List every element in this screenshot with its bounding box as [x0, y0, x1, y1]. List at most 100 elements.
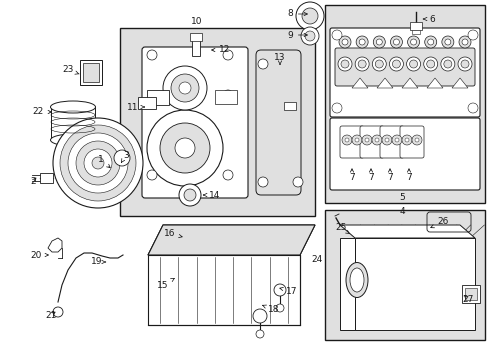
- Polygon shape: [148, 225, 314, 255]
- Circle shape: [68, 133, 128, 193]
- Polygon shape: [169, 228, 180, 250]
- Text: 22: 22: [32, 108, 51, 117]
- Circle shape: [275, 304, 284, 312]
- FancyBboxPatch shape: [329, 28, 479, 117]
- Text: 20: 20: [30, 251, 48, 260]
- Circle shape: [444, 39, 450, 45]
- Polygon shape: [148, 255, 299, 325]
- Circle shape: [337, 57, 351, 71]
- Polygon shape: [206, 228, 221, 250]
- Polygon shape: [263, 228, 284, 250]
- Circle shape: [358, 39, 365, 45]
- Circle shape: [440, 57, 454, 71]
- Text: 12: 12: [211, 45, 230, 54]
- FancyBboxPatch shape: [142, 47, 247, 198]
- Circle shape: [374, 60, 383, 68]
- Circle shape: [401, 135, 411, 145]
- FancyBboxPatch shape: [339, 126, 363, 158]
- Text: 13: 13: [274, 53, 285, 64]
- Text: 4: 4: [398, 207, 404, 216]
- Circle shape: [223, 170, 232, 180]
- FancyBboxPatch shape: [334, 48, 474, 86]
- Text: 19: 19: [91, 257, 105, 266]
- FancyBboxPatch shape: [379, 126, 403, 158]
- Ellipse shape: [349, 268, 363, 292]
- Circle shape: [460, 60, 468, 68]
- Polygon shape: [351, 78, 367, 88]
- Text: 17: 17: [279, 287, 297, 296]
- Text: 7: 7: [348, 169, 354, 183]
- Text: 7: 7: [386, 169, 392, 183]
- Circle shape: [461, 39, 467, 45]
- Circle shape: [340, 60, 348, 68]
- Circle shape: [394, 138, 398, 142]
- Polygon shape: [401, 78, 417, 88]
- Bar: [215, 90, 237, 104]
- Circle shape: [467, 103, 477, 113]
- Circle shape: [361, 135, 371, 145]
- Circle shape: [443, 60, 451, 68]
- Text: 14: 14: [203, 190, 220, 199]
- Text: 18: 18: [262, 305, 279, 315]
- Circle shape: [404, 138, 408, 142]
- Bar: [192, 38, 200, 56]
- Circle shape: [175, 138, 195, 158]
- Polygon shape: [244, 228, 263, 250]
- Circle shape: [331, 103, 341, 113]
- Text: 2: 2: [30, 177, 36, 186]
- Text: 23: 23: [62, 66, 79, 75]
- Bar: [464, 288, 476, 300]
- Text: 11: 11: [127, 103, 144, 112]
- Text: 10: 10: [191, 18, 203, 27]
- Circle shape: [273, 284, 285, 296]
- Circle shape: [407, 36, 419, 48]
- Polygon shape: [188, 228, 201, 250]
- Circle shape: [357, 60, 366, 68]
- Text: 5: 5: [398, 193, 404, 202]
- Circle shape: [60, 125, 136, 201]
- Circle shape: [53, 118, 142, 208]
- Circle shape: [147, 170, 157, 180]
- Circle shape: [223, 50, 232, 60]
- Circle shape: [391, 135, 401, 145]
- Circle shape: [389, 36, 402, 48]
- Circle shape: [92, 157, 104, 169]
- Circle shape: [258, 177, 267, 187]
- Circle shape: [457, 57, 471, 71]
- Circle shape: [354, 57, 368, 71]
- Circle shape: [84, 149, 112, 177]
- Polygon shape: [282, 228, 305, 250]
- Text: 24: 24: [311, 256, 322, 265]
- Circle shape: [426, 60, 434, 68]
- Circle shape: [252, 309, 266, 323]
- Polygon shape: [339, 225, 474, 238]
- Bar: [325, 5, 484, 203]
- Text: 15: 15: [157, 278, 174, 289]
- Circle shape: [295, 2, 324, 30]
- Circle shape: [302, 8, 317, 24]
- Text: 16: 16: [164, 230, 182, 238]
- Circle shape: [376, 39, 382, 45]
- Bar: [147, 90, 169, 105]
- Bar: [461, 285, 479, 303]
- Circle shape: [371, 57, 386, 71]
- Circle shape: [374, 138, 378, 142]
- Circle shape: [406, 57, 420, 71]
- Polygon shape: [376, 78, 392, 88]
- Circle shape: [147, 110, 223, 186]
- Bar: [284, 102, 295, 110]
- Text: 21: 21: [45, 310, 57, 320]
- Circle shape: [411, 135, 421, 145]
- Text: 7: 7: [406, 169, 411, 183]
- Circle shape: [345, 138, 348, 142]
- Circle shape: [467, 30, 477, 40]
- FancyBboxPatch shape: [399, 126, 423, 158]
- Circle shape: [414, 138, 418, 142]
- Text: 8: 8: [286, 9, 307, 18]
- Bar: [40, 173, 53, 183]
- Circle shape: [372, 36, 385, 48]
- Circle shape: [351, 135, 361, 145]
- Polygon shape: [148, 225, 314, 255]
- Circle shape: [388, 57, 403, 71]
- Text: 9: 9: [286, 31, 307, 40]
